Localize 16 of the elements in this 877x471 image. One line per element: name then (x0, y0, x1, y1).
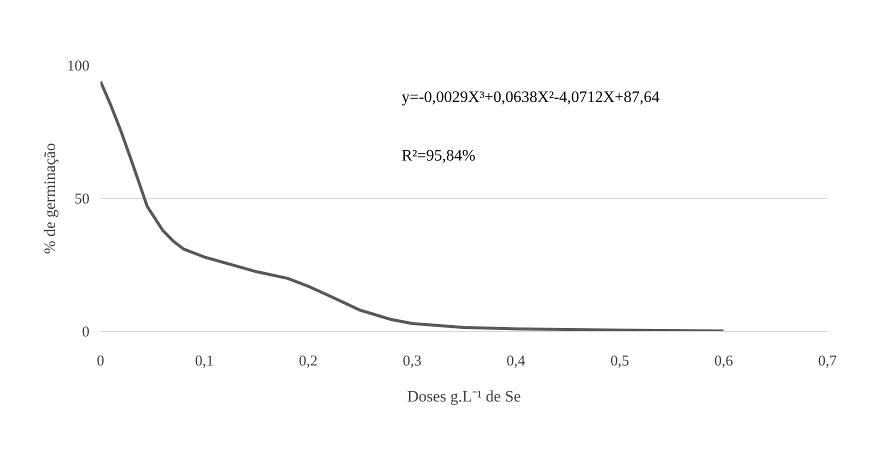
x-tick-label: 0 (96, 354, 104, 370)
x-tick-label: 0,4 (506, 354, 526, 370)
line-series (100, 80, 726, 332)
y-tick-label: 50 (74, 192, 90, 208)
y-tick-label: 0 (82, 324, 90, 340)
x-tick-label: 0,1 (194, 354, 214, 370)
annotation: R²=95,84% (402, 147, 476, 164)
x-tick-label: 0,3 (402, 354, 422, 370)
x-tick-label: 0,2 (298, 354, 318, 370)
x-tick-label: 0,7 (818, 354, 838, 370)
x-tick-label: 0,5 (610, 354, 630, 370)
annotation: y=-0,0029X³+0,0638X²-4,0712X+87,64 (402, 88, 660, 106)
y-axis-title: % de germinação (42, 142, 59, 254)
x-axis-title: Doses g.L⁻¹ de Se (407, 388, 521, 406)
x-tick-label: 0,6 (714, 354, 734, 370)
y-tick-label: 100 (67, 58, 90, 74)
